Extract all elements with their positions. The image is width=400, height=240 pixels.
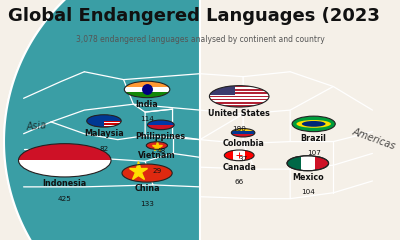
Text: India: India [136,100,158,108]
FancyBboxPatch shape [210,86,269,87]
FancyBboxPatch shape [210,90,269,92]
Text: Philippines: Philippines [136,132,186,141]
Ellipse shape [302,121,326,127]
FancyBboxPatch shape [231,134,255,137]
Text: Brazil: Brazil [301,134,327,143]
Text: 48: 48 [156,148,166,154]
Text: 29: 29 [152,168,162,174]
FancyBboxPatch shape [210,99,269,101]
FancyBboxPatch shape [210,92,269,94]
Ellipse shape [296,120,331,128]
FancyBboxPatch shape [287,156,301,171]
FancyBboxPatch shape [87,118,121,119]
FancyBboxPatch shape [87,116,121,117]
FancyBboxPatch shape [87,115,121,116]
Polygon shape [4,0,200,240]
FancyBboxPatch shape [87,115,121,121]
FancyBboxPatch shape [231,131,255,134]
FancyBboxPatch shape [87,126,121,127]
FancyBboxPatch shape [210,97,269,99]
FancyBboxPatch shape [210,102,269,104]
Text: Vietnam: Vietnam [138,151,176,160]
FancyBboxPatch shape [210,87,269,89]
Text: China: China [134,184,160,193]
Text: 133: 133 [140,201,154,207]
Text: United States: United States [208,109,270,118]
Text: Asia: Asia [25,120,47,132]
Text: Indonesia: Indonesia [43,179,87,188]
Text: Global Endangered Languages (2023: Global Endangered Languages (2023 [8,7,380,25]
Text: Colombia: Colombia [222,139,264,148]
Text: 114: 114 [140,116,154,122]
Ellipse shape [292,116,335,132]
FancyBboxPatch shape [210,89,269,90]
Text: 425: 425 [58,196,72,202]
Text: Malaysia: Malaysia [84,129,124,138]
Polygon shape [4,0,200,240]
Text: 82: 82 [99,146,108,152]
FancyBboxPatch shape [87,120,121,121]
FancyBboxPatch shape [87,121,121,122]
Text: 180: 180 [232,126,246,132]
FancyBboxPatch shape [210,96,269,97]
Ellipse shape [146,142,168,149]
Ellipse shape [148,120,174,130]
FancyBboxPatch shape [87,124,121,125]
FancyBboxPatch shape [210,104,269,105]
FancyBboxPatch shape [87,115,104,127]
Text: 66: 66 [234,180,244,186]
FancyBboxPatch shape [87,117,121,118]
Text: 104: 104 [301,189,315,195]
Text: Canada: Canada [222,163,256,172]
Text: Americas: Americas [351,127,397,152]
FancyBboxPatch shape [87,123,121,124]
FancyBboxPatch shape [233,150,245,161]
FancyBboxPatch shape [210,101,269,102]
Ellipse shape [124,81,170,98]
FancyBboxPatch shape [18,160,111,177]
Text: 3,078 endangered languages analysed by continent and country: 3,078 endangered languages analysed by c… [76,35,324,44]
FancyBboxPatch shape [210,86,235,96]
FancyBboxPatch shape [87,125,121,126]
FancyBboxPatch shape [87,122,121,123]
Ellipse shape [224,150,254,161]
Text: Mexico: Mexico [292,173,324,182]
FancyBboxPatch shape [124,92,170,98]
Polygon shape [148,125,174,130]
Ellipse shape [231,128,255,137]
Text: 107: 107 [307,150,321,156]
FancyBboxPatch shape [210,105,269,107]
Ellipse shape [122,164,172,182]
FancyBboxPatch shape [210,94,269,96]
FancyBboxPatch shape [301,156,315,171]
Text: 37: 37 [238,156,248,162]
FancyBboxPatch shape [87,119,121,120]
FancyBboxPatch shape [315,156,328,171]
FancyBboxPatch shape [124,81,170,87]
Ellipse shape [18,144,111,177]
